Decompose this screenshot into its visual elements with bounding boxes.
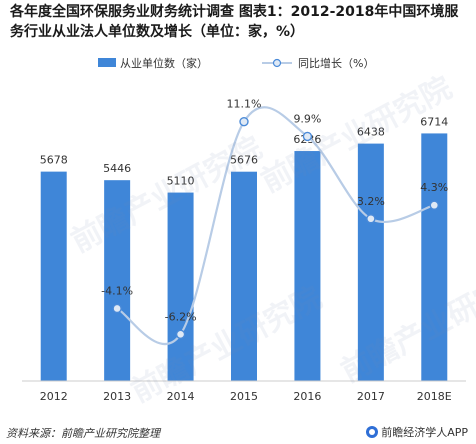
bar-value-label: 6714 bbox=[420, 115, 448, 128]
chart-title: 各年度全国环保服务业财务统计调查 图表1：2012-2018年中国环境服务行业从… bbox=[10, 4, 459, 40]
growth-point bbox=[112, 303, 122, 314]
growth-value-label: 3.2% bbox=[357, 195, 385, 208]
growth-value-label: -6.2% bbox=[165, 310, 197, 323]
growth-value-label: 9.9% bbox=[293, 112, 321, 125]
x-tick-label: 2017 bbox=[357, 390, 385, 403]
x-tick-label: 2016 bbox=[293, 390, 321, 403]
bars bbox=[40, 133, 448, 381]
growth-point bbox=[175, 329, 186, 339]
legend-bar-label: 从业单位数（家） bbox=[120, 56, 208, 70]
legend-line-label: 同比增长（%） bbox=[298, 56, 374, 70]
source-text: 资料来源：前瞻产业研究院整理 bbox=[6, 427, 160, 440]
bar-value-label: 5678 bbox=[40, 154, 68, 167]
bar bbox=[231, 171, 257, 381]
brand-logo-icon bbox=[366, 426, 379, 438]
brand: 前瞻经济学人APP bbox=[366, 424, 468, 440]
growth-point bbox=[429, 200, 439, 210]
brand-name[interactable]: 前瞻经济学人APP bbox=[381, 426, 468, 439]
growth-value-label: 11.1% bbox=[227, 98, 262, 111]
bar bbox=[167, 192, 194, 381]
x-tick-label: 2014 bbox=[167, 390, 195, 403]
growth-labels: -4.1% -6.2% 11.1% 9.9% 3.2% 4.3% bbox=[101, 98, 448, 324]
x-tick-label: 2015 bbox=[230, 390, 258, 403]
bar bbox=[294, 151, 321, 381]
bar bbox=[40, 171, 67, 381]
x-tick-label: 2018E bbox=[417, 390, 452, 403]
footer: 资料来源：前瞻产业研究院整理 前瞻经济学人APP bbox=[0, 422, 476, 444]
growth-value-label: -4.1% bbox=[101, 284, 133, 297]
growth-points bbox=[112, 116, 439, 339]
bar bbox=[421, 133, 448, 381]
legend-bar-swatch bbox=[98, 58, 116, 67]
bar-value-label: 5110 bbox=[167, 175, 195, 188]
x-tick-label: 2012 bbox=[40, 390, 68, 403]
growth-line bbox=[116, 106, 435, 345]
bar bbox=[104, 180, 131, 381]
bar-value-label: 5446 bbox=[103, 162, 131, 175]
x-tick-labels: 2012 2013 2014 2015 2016 2017 2018E bbox=[40, 390, 452, 403]
x-tick-label: 2013 bbox=[103, 390, 131, 403]
growth-point bbox=[366, 214, 376, 224]
bar-value-label: 6438 bbox=[357, 126, 385, 139]
growth-value-label: 4.3% bbox=[420, 181, 448, 194]
legend-line-marker bbox=[272, 58, 282, 68]
growth-point bbox=[302, 131, 313, 142]
growth-point bbox=[239, 116, 249, 127]
bar-value-label: 5676 bbox=[230, 154, 258, 167]
bar bbox=[357, 143, 384, 381]
legend: 从业单位数（家） 同比增长（%） bbox=[98, 56, 374, 70]
